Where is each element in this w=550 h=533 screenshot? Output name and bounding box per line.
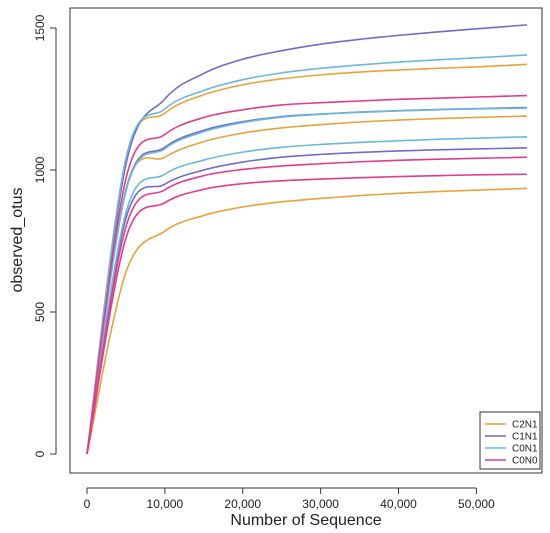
series-layer [86,24,528,455]
x-tick-label: 20,000 [224,497,261,511]
legend-label-c2n1: C2N1 [512,420,538,431]
series-line-c2n1-3 [86,187,528,455]
series-line-c1n1-5 [86,106,528,455]
x-tick-label: 0 [84,497,91,511]
legend-label-c1n1: C1N1 [512,432,538,443]
series-line-c2n1-2 [86,115,528,455]
series-line-c0n1-9 [86,135,528,455]
x-tick-label: 40,000 [380,497,417,511]
series-line-c0n0-11 [86,156,528,455]
y-tick-label: 1000 [33,156,47,183]
x-axis: 0 10,000 20,000 30,000 40,000 50,000 [84,487,495,511]
legend-label-c0n0: C0N0 [512,456,538,467]
series-line-c1n1-4 [86,24,528,455]
x-tick-label: 10,000 [147,497,184,511]
series-line-c0n0-10 [86,94,528,455]
y-axis-title: observed_otus [9,188,26,293]
x-tick-label: 30,000 [302,497,339,511]
series-line-c0n0-12 [86,173,528,455]
series-line-c2n1-1 [86,63,528,455]
x-tick-label: 50,000 [458,497,495,511]
plot-frame [69,7,543,474]
series-line-c1n1-6 [86,147,528,455]
y-axis: 0 500 1000 1500 [33,14,57,457]
y-tick-label: 500 [33,302,47,322]
y-tick-label: 1500 [33,14,47,41]
legend-label-c0n1: C0N1 [512,444,538,455]
y-tick-label: 0 [33,450,47,457]
series-line-c0n1-7 [86,54,528,455]
series-line-c0n1-8 [86,107,528,455]
x-axis-title: Number of Sequence [230,512,381,529]
